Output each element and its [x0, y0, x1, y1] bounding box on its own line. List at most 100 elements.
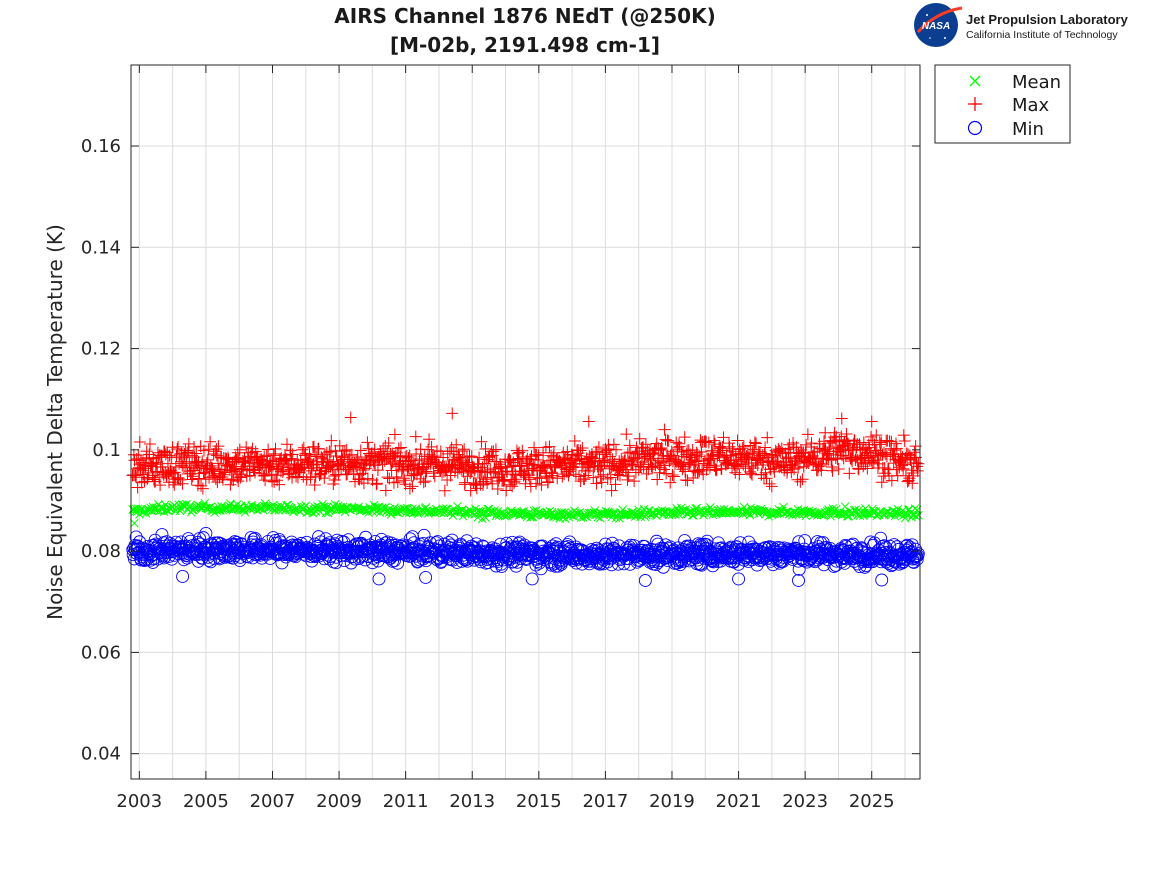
plot-area	[131, 65, 920, 779]
data-point-max	[207, 447, 220, 460]
data-point-max	[356, 467, 369, 480]
data-point-max	[280, 454, 293, 467]
data-point-max	[664, 476, 677, 489]
data-point-max	[150, 456, 163, 469]
data-point-min	[272, 533, 286, 547]
data-point-mean	[367, 506, 377, 516]
data-point-max	[763, 477, 776, 490]
data-point-max	[607, 438, 620, 451]
data-point-max	[133, 436, 146, 449]
data-point-mean	[477, 514, 487, 524]
data-point-max	[268, 447, 281, 460]
data-point-max	[574, 444, 587, 457]
data-point-min	[715, 541, 729, 555]
data-point-max	[794, 475, 807, 488]
data-point-min	[700, 534, 714, 548]
data-point-max	[240, 441, 253, 454]
data-point-max	[139, 462, 152, 475]
y-axis: 0.04 0.06 0.08 0.1 0.12 0.14 0.16	[81, 136, 920, 765]
data-point-max	[535, 479, 548, 492]
data-point-max	[745, 467, 758, 480]
data-point-max	[625, 454, 638, 467]
data-point-max	[511, 453, 524, 466]
data-point-max	[633, 432, 646, 445]
data-point-max	[523, 473, 536, 486]
data-point-min	[461, 554, 474, 568]
data-point-max	[610, 443, 623, 456]
data-point-max	[446, 407, 459, 420]
data-point-max	[392, 442, 405, 455]
data-point-max	[537, 446, 550, 459]
data-point-mean	[688, 511, 697, 520]
x-tick-label: 2011	[383, 791, 429, 812]
data-point-max	[596, 459, 609, 472]
data-point-min	[656, 560, 670, 574]
data-point-max	[269, 442, 282, 455]
data-point-min	[910, 552, 924, 566]
data-point-max	[267, 449, 280, 462]
data-point-max	[660, 467, 673, 480]
data-point-max	[368, 456, 381, 469]
data-point-max	[218, 466, 231, 479]
data-point-max	[651, 473, 664, 486]
data-point-max	[211, 476, 224, 489]
data-point-max	[531, 471, 544, 484]
data-point-max	[726, 442, 739, 455]
data-point-max	[659, 433, 672, 446]
data-point-max	[613, 469, 626, 482]
data-point-max	[233, 443, 246, 456]
y-tick-label: 0.14	[81, 237, 121, 258]
data-point-mean	[359, 505, 369, 514]
data-point-min	[429, 536, 443, 550]
data-point-max	[691, 466, 704, 479]
data-point-max	[681, 474, 694, 487]
data-point-max	[737, 440, 750, 453]
data-point-max	[655, 441, 668, 454]
data-point-max	[134, 454, 147, 467]
data-point-max	[201, 453, 214, 466]
legend-mean-label: Mean	[1012, 72, 1061, 93]
data-point-max	[530, 477, 543, 490]
data-point-max	[428, 470, 441, 483]
data-point-max	[325, 434, 338, 447]
data-point-max	[246, 442, 259, 455]
data-point-max	[811, 445, 824, 458]
data-point-max	[370, 477, 383, 490]
data-point-max	[361, 436, 374, 449]
data-point-mean	[804, 506, 814, 516]
data-point-max	[889, 437, 902, 450]
data-point-mean	[851, 505, 860, 515]
data-point-max	[268, 475, 281, 488]
data-point-min	[682, 554, 696, 568]
data-point-max	[141, 471, 154, 484]
data-point-mean	[826, 511, 835, 521]
data-point-max	[626, 459, 639, 472]
data-point-mean	[556, 508, 566, 518]
data-point-max	[765, 480, 778, 493]
data-point-max	[132, 449, 145, 462]
data-point-max	[344, 411, 357, 424]
data-point-max	[136, 456, 149, 469]
data-point-mean	[220, 503, 230, 513]
data-point-max	[756, 449, 769, 462]
data-point-min	[202, 553, 216, 567]
x-tick-label: 2009	[316, 791, 362, 812]
data-point-mean	[914, 510, 923, 520]
data-point-max	[460, 451, 473, 464]
data-point-max	[247, 463, 260, 476]
data-point-max	[589, 446, 602, 459]
x-tick-label: 2013	[449, 791, 495, 812]
data-point-max	[736, 442, 749, 455]
data-point-max	[787, 441, 800, 454]
data-point-max	[852, 463, 865, 476]
data-point-max	[805, 437, 818, 450]
data-point-max	[597, 454, 610, 467]
data-point-max	[143, 437, 156, 450]
data-point-max	[837, 452, 850, 465]
data-point-max	[848, 434, 861, 447]
data-point-min	[909, 542, 922, 556]
data-point-max	[531, 453, 544, 466]
data-point-min	[144, 553, 158, 567]
data-point-max	[748, 436, 761, 449]
